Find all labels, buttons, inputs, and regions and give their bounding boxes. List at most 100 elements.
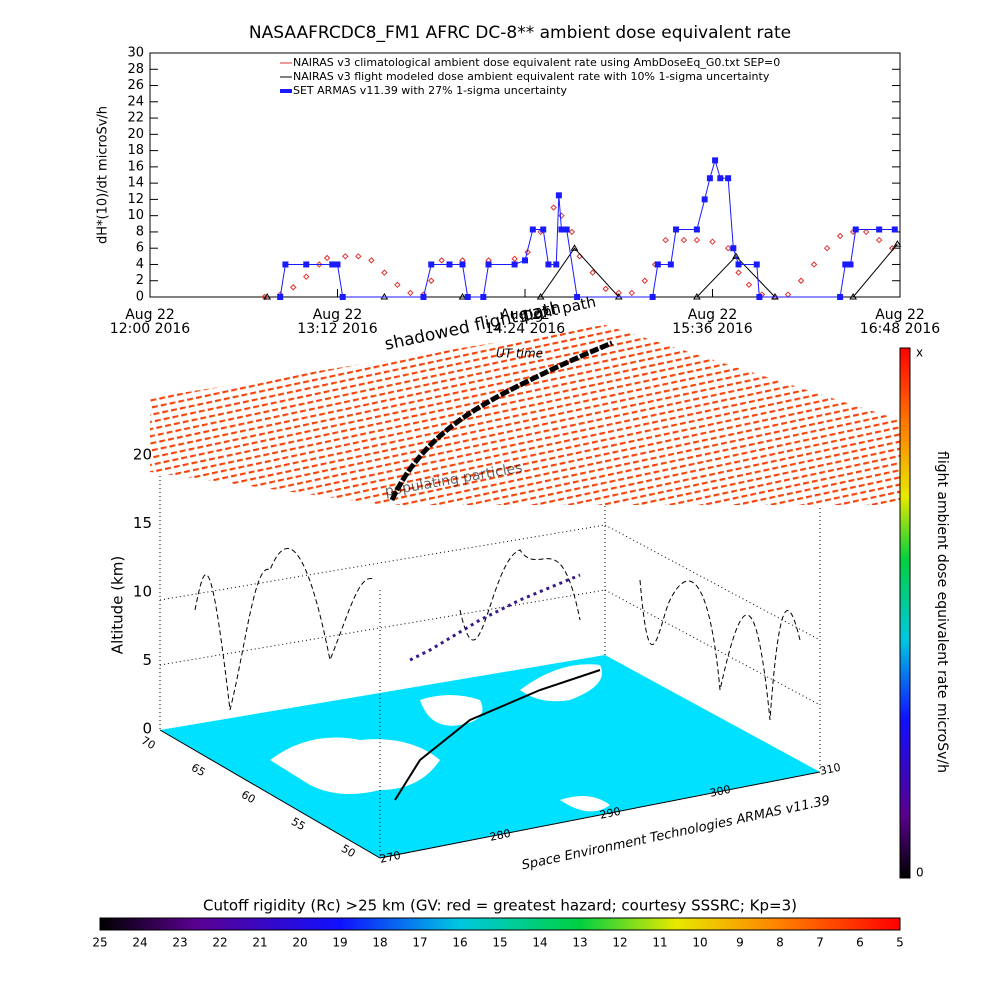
colorbar-end: 0 bbox=[916, 866, 924, 880]
point bbox=[368, 257, 375, 264]
point bbox=[540, 226, 547, 233]
z-tick-label: 15 bbox=[133, 514, 152, 532]
x-tick-label: Aug 22 bbox=[688, 307, 738, 323]
lon-tick-label: 280 bbox=[489, 827, 512, 844]
point bbox=[847, 261, 854, 268]
scene-3d bbox=[150, 325, 900, 859]
point bbox=[735, 261, 742, 268]
point bbox=[732, 252, 740, 259]
point bbox=[667, 261, 674, 268]
point bbox=[428, 261, 435, 268]
chart-title: NASAAFRCDC8_FM1 AFRC DC-8** ambient dose… bbox=[249, 23, 791, 43]
colorbar-tick-label: 7 bbox=[816, 936, 824, 950]
point bbox=[277, 294, 284, 300]
point bbox=[381, 269, 388, 276]
point bbox=[536, 293, 545, 300]
point bbox=[589, 269, 596, 276]
y-tick-label: 18 bbox=[127, 143, 144, 158]
point bbox=[701, 196, 708, 203]
colorbar-tick-label: 15 bbox=[492, 936, 507, 950]
point bbox=[891, 226, 898, 233]
point bbox=[446, 261, 453, 268]
point bbox=[837, 294, 844, 300]
point bbox=[693, 236, 701, 244]
lat-tick-label: 50 bbox=[339, 842, 358, 860]
colorbar-tick-label: 13 bbox=[572, 936, 587, 950]
colorbar-tick-label: 8 bbox=[776, 936, 784, 950]
x-tick-label: 14:24 2016 bbox=[485, 321, 566, 337]
point bbox=[797, 277, 805, 284]
rigidity-colorbar bbox=[99, 917, 901, 931]
point bbox=[568, 228, 576, 236]
point bbox=[339, 294, 346, 300]
point bbox=[712, 157, 719, 164]
colorbar-tick-label: 17 bbox=[412, 936, 427, 950]
point bbox=[876, 226, 883, 233]
lon-tick-label: 270 bbox=[379, 849, 402, 866]
series-line bbox=[267, 243, 898, 298]
point bbox=[329, 261, 336, 268]
lat-tick-label: 60 bbox=[239, 788, 258, 806]
point bbox=[438, 257, 445, 264]
point bbox=[459, 261, 466, 268]
point bbox=[849, 293, 858, 300]
colorbar-tick-label: 24 bbox=[132, 936, 147, 950]
x-tick-label: 15:36 2016 bbox=[672, 321, 753, 337]
point bbox=[323, 254, 331, 262]
colorbar-end: x bbox=[916, 346, 923, 360]
point bbox=[628, 289, 635, 297]
point bbox=[263, 293, 272, 300]
point bbox=[316, 261, 323, 268]
y-tick-label: 12 bbox=[127, 192, 144, 207]
z-tick-label: 5 bbox=[142, 651, 152, 669]
colorbar-tick-label: 23 bbox=[172, 936, 187, 950]
point bbox=[428, 277, 435, 284]
x-tick-label: Aug 22 bbox=[313, 307, 363, 323]
land-floor bbox=[160, 655, 820, 858]
legend-label: SET ARMAS v11.39 with 27% 1-sigma uncert… bbox=[293, 84, 567, 97]
legend-label: NAIRAS v3 climatological ambient dose eq… bbox=[293, 56, 780, 69]
point bbox=[464, 294, 471, 300]
shadow-curve bbox=[194, 548, 801, 721]
point bbox=[662, 236, 669, 244]
y-tick-label: 28 bbox=[127, 62, 144, 77]
x-tick-label: 16:48 2016 bbox=[860, 321, 941, 337]
point bbox=[745, 281, 753, 289]
lat-tick-label: 65 bbox=[189, 761, 208, 779]
point bbox=[394, 281, 401, 289]
point bbox=[810, 261, 818, 268]
colorbar-tick-label: 5 bbox=[896, 936, 904, 950]
point bbox=[303, 261, 310, 268]
y-axis-label: dH*(10)/dt microSv/h bbox=[96, 106, 111, 244]
colorbar-tick-label: 16 bbox=[452, 936, 467, 950]
colorbar-tick-label: 12 bbox=[612, 936, 627, 950]
point bbox=[602, 285, 609, 293]
y-tick-label: 16 bbox=[127, 159, 144, 174]
point bbox=[823, 244, 831, 252]
lat-tick-label: 55 bbox=[289, 815, 308, 833]
point bbox=[524, 249, 531, 256]
point bbox=[553, 261, 560, 268]
y-tick-label: 6 bbox=[136, 241, 144, 256]
colorbar-tick-label: 18 bbox=[372, 936, 387, 950]
colorbar-tick-label: 22 bbox=[212, 936, 227, 950]
z-tick-label: 0 bbox=[142, 720, 152, 738]
ground-track bbox=[394, 669, 601, 801]
point bbox=[342, 253, 349, 260]
y-tick-label: 22 bbox=[127, 111, 144, 126]
point bbox=[875, 236, 883, 244]
y-tick-label: 26 bbox=[127, 78, 144, 93]
y-tick-label: 0 bbox=[136, 290, 144, 305]
point bbox=[303, 273, 310, 280]
point bbox=[706, 175, 713, 182]
point bbox=[574, 294, 581, 300]
x-tick-label: Aug 22 bbox=[125, 307, 175, 323]
flight-path bbox=[389, 340, 613, 502]
point bbox=[680, 236, 688, 244]
annotation: UT time bbox=[496, 347, 543, 361]
point bbox=[563, 226, 570, 233]
y-tick-label: 20 bbox=[127, 127, 144, 142]
y-tick-label: 4 bbox=[136, 257, 144, 272]
point bbox=[753, 261, 760, 268]
point bbox=[558, 226, 565, 233]
